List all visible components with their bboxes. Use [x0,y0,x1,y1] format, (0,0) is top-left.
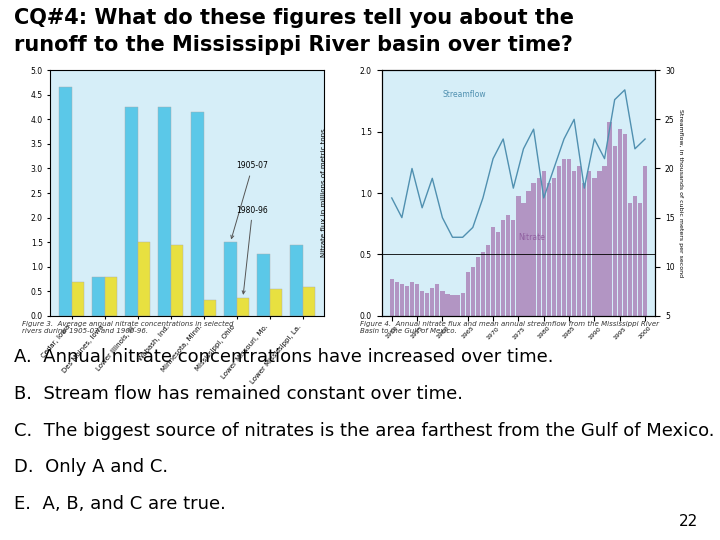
Bar [552,178,556,316]
Bar [105,276,117,316]
Bar [486,245,490,316]
Bar [302,287,315,316]
Bar [125,107,138,316]
Bar [536,178,541,316]
Bar [92,276,105,316]
Bar [608,122,612,316]
Bar [237,298,249,316]
Bar [588,171,592,316]
Text: Figure 3.  Average annual nitrate concentrations in selected
rivers during 1905-: Figure 3. Average annual nitrate concent… [22,321,233,334]
Bar [526,191,531,316]
Bar [269,289,282,316]
Bar [541,171,546,316]
Bar [191,112,204,316]
Bar [577,166,581,316]
Text: 22: 22 [679,514,698,529]
Bar [593,178,597,316]
Bar [425,293,429,316]
Bar [557,166,561,316]
Bar [204,300,216,316]
Bar [461,293,465,316]
Bar [567,159,571,316]
Bar [290,245,302,316]
Bar [546,183,551,316]
Bar [224,242,237,316]
Bar [521,203,526,316]
Bar [456,295,460,316]
Text: Streamflow: Streamflow [442,90,486,99]
Bar [643,166,647,316]
Bar [633,195,637,316]
Bar [628,203,632,316]
Bar [72,281,84,316]
Bar [598,171,602,316]
Bar [582,183,586,316]
Bar [603,166,607,316]
Text: Nitrate: Nitrate [518,233,545,242]
Bar [415,284,419,316]
Text: Figure 4.  Annual nitrate flux and mean annual streamflow from the Mississippi R: Figure 4. Annual nitrate flux and mean a… [360,321,659,334]
Bar [471,267,475,316]
Bar [158,107,171,316]
Bar [562,159,566,316]
Text: A.  Annual nitrate concentrations have increased over time.: A. Annual nitrate concentrations have in… [14,348,554,366]
Bar [440,292,444,316]
Text: 1980-96: 1980-96 [237,206,269,294]
Bar [506,215,510,316]
Bar [496,232,500,316]
Bar [481,252,485,316]
Text: runoff to the Mississippi River basin over time?: runoff to the Mississippi River basin ov… [14,35,573,55]
Bar [410,281,414,316]
Y-axis label: Streamflow, in thousands of cubic meters per second: Streamflow, in thousands of cubic meters… [678,109,683,277]
Bar [257,254,269,316]
Bar [618,129,622,316]
Bar [638,203,642,316]
Bar [613,146,617,316]
Bar [516,195,521,316]
Text: CQ#4: What do these figures tell you about the: CQ#4: What do these figures tell you abo… [14,8,575,28]
Bar [405,286,409,316]
Bar [491,227,495,316]
Bar [451,295,455,316]
Bar [501,220,505,316]
Text: C.  The biggest source of nitrates is the area farthest from the Gulf of Mexico.: C. The biggest source of nitrates is the… [14,422,715,440]
Text: 1905-07: 1905-07 [231,161,269,239]
Bar [420,292,424,316]
Bar [138,242,150,316]
Text: B.  Stream flow has remained constant over time.: B. Stream flow has remained constant ove… [14,385,464,403]
Bar [445,294,449,316]
Bar [511,220,516,316]
Text: E.  A, B, and C are true.: E. A, B, and C are true. [14,495,226,513]
Text: D.  Only A and C.: D. Only A and C. [14,458,168,476]
Bar [531,183,536,316]
Y-axis label: Nitrate flux in millions of metric tons: Nitrate flux in millions of metric tons [321,129,327,258]
Bar [476,257,480,316]
Bar [435,284,439,316]
Bar [623,134,627,316]
Bar [466,272,470,316]
Bar [400,284,404,316]
Bar [395,281,399,316]
Bar [171,245,184,316]
Bar [390,279,394,316]
Bar [572,171,576,316]
Bar [430,288,434,316]
Bar [59,87,72,316]
